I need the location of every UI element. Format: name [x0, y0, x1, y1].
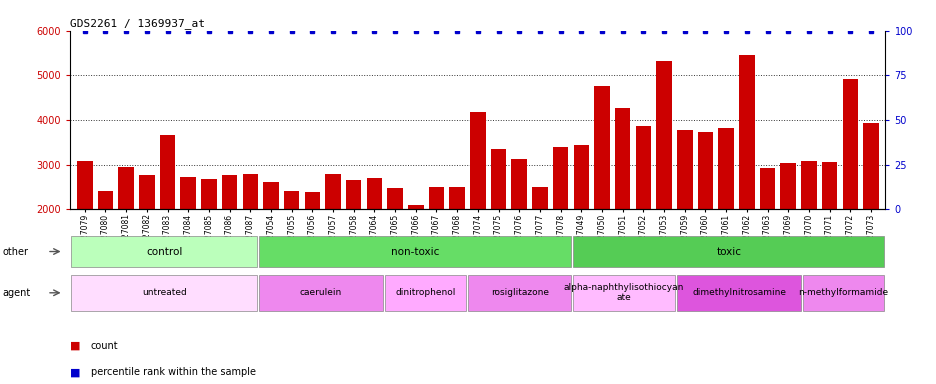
Text: agent: agent [3, 288, 31, 298]
Bar [201, 179, 216, 299]
Text: n-methylformamide: n-methylformamide [797, 288, 887, 297]
Bar [490, 149, 505, 299]
Bar [470, 113, 485, 299]
Text: count: count [91, 341, 118, 351]
Bar [387, 188, 402, 299]
Bar [284, 190, 300, 299]
Bar [345, 180, 361, 299]
Bar [841, 79, 857, 299]
Bar [573, 146, 589, 299]
Bar [862, 122, 878, 299]
Bar [449, 187, 464, 299]
Bar [593, 86, 609, 299]
FancyBboxPatch shape [385, 275, 466, 311]
Bar [263, 182, 278, 299]
Bar [325, 174, 341, 299]
Bar [242, 174, 257, 299]
Bar [407, 205, 423, 299]
Text: rosiglitazone: rosiglitazone [490, 288, 548, 297]
Text: control: control [146, 247, 183, 257]
Text: ■: ■ [70, 341, 80, 351]
Bar [780, 163, 795, 299]
Bar [222, 175, 237, 299]
Text: untreated: untreated [142, 288, 186, 297]
Text: alpha-naphthylisothiocyan
ate: alpha-naphthylisothiocyan ate [563, 283, 683, 303]
Bar [97, 190, 113, 299]
Bar [304, 192, 320, 299]
FancyBboxPatch shape [259, 275, 382, 311]
Bar [429, 187, 444, 299]
Bar [614, 108, 630, 299]
Bar [718, 128, 733, 299]
Text: dimethylnitrosamine: dimethylnitrosamine [692, 288, 785, 297]
Bar [821, 162, 837, 299]
Bar [139, 175, 154, 299]
Text: ■: ■ [70, 367, 80, 377]
Text: percentile rank within the sample: percentile rank within the sample [91, 367, 256, 377]
Text: toxic: toxic [715, 247, 740, 257]
Bar [366, 178, 382, 299]
FancyBboxPatch shape [572, 275, 675, 311]
Bar [800, 161, 816, 299]
FancyBboxPatch shape [677, 275, 800, 311]
Text: non-toxic: non-toxic [390, 247, 439, 257]
Bar [532, 187, 548, 299]
FancyBboxPatch shape [71, 275, 257, 311]
Bar [697, 132, 712, 299]
Bar [655, 61, 671, 299]
FancyBboxPatch shape [259, 236, 570, 267]
Bar [759, 168, 774, 299]
Bar [511, 159, 526, 299]
Bar [635, 126, 651, 299]
FancyBboxPatch shape [572, 236, 884, 267]
Text: caerulein: caerulein [300, 288, 342, 297]
Bar [739, 55, 753, 299]
Text: other: other [3, 247, 29, 257]
Text: GDS2261 / 1369937_at: GDS2261 / 1369937_at [70, 18, 205, 30]
Text: dinitrophenol: dinitrophenol [395, 288, 455, 297]
Bar [77, 161, 93, 299]
Bar [677, 130, 692, 299]
FancyBboxPatch shape [71, 236, 257, 267]
FancyBboxPatch shape [468, 275, 570, 311]
Bar [118, 167, 134, 299]
Bar [160, 135, 175, 299]
Bar [552, 147, 568, 299]
FancyBboxPatch shape [802, 275, 884, 311]
Bar [181, 177, 196, 299]
